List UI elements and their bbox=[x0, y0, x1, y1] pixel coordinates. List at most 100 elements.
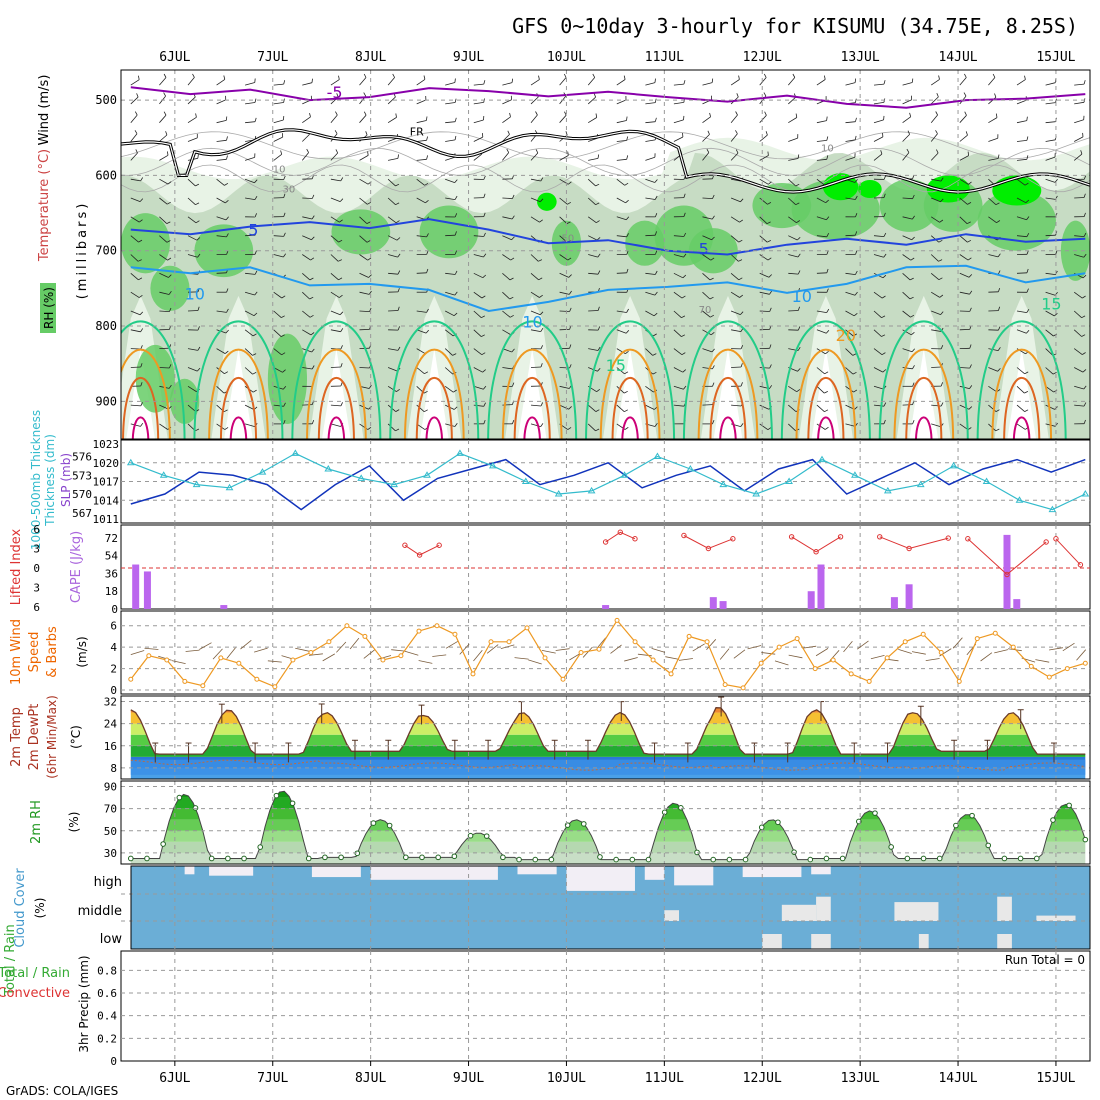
wind-barb-flag bbox=[482, 274, 487, 278]
wind-barb-flag bbox=[623, 390, 628, 394]
wind-barb-10m bbox=[486, 644, 499, 654]
wind-barb-flag bbox=[683, 193, 686, 198]
wind-barb bbox=[930, 114, 938, 123]
wind-barb bbox=[873, 367, 884, 373]
wind-barb-flag bbox=[883, 175, 886, 180]
wind-barb-flag bbox=[936, 149, 939, 154]
wind-barb bbox=[216, 79, 226, 86]
wind-barb-flag bbox=[363, 111, 367, 116]
wind-barb bbox=[673, 404, 684, 407]
wind-speed-marker bbox=[632, 639, 638, 645]
rh-marker bbox=[791, 849, 797, 855]
lifted-index-line bbox=[791, 536, 841, 553]
wind-barb bbox=[445, 423, 456, 427]
wind-barb-flag bbox=[597, 346, 601, 351]
thickness-marker bbox=[653, 452, 662, 459]
wind-barb-flag bbox=[1083, 385, 1087, 390]
wind-barb-flag bbox=[254, 250, 257, 255]
wind-barb bbox=[616, 99, 627, 105]
wind-barb bbox=[988, 197, 997, 205]
wind-barb bbox=[387, 96, 396, 105]
wind-barb-flag bbox=[769, 307, 772, 312]
wind-tick-label: 4 bbox=[110, 641, 117, 654]
wind-barb-flag bbox=[763, 73, 767, 78]
wind-barb-flag bbox=[368, 290, 372, 295]
wind-barb-flag bbox=[766, 221, 771, 225]
wind-barb-flag bbox=[883, 232, 887, 237]
wind-barb-flag bbox=[311, 348, 315, 353]
wind-barb-flag bbox=[395, 409, 400, 412]
rh-title: 2m RH bbox=[29, 800, 44, 844]
wind-barb bbox=[159, 77, 167, 86]
wind-barb bbox=[702, 235, 712, 241]
temperature-contour-30 bbox=[327, 416, 346, 439]
wind-barb-flag bbox=[481, 315, 485, 319]
wind-barb bbox=[759, 178, 769, 185]
wind-barb bbox=[216, 197, 226, 204]
wind-barb-flag bbox=[997, 253, 1001, 258]
wind-barb bbox=[759, 272, 770, 278]
wind-barb-flag bbox=[163, 73, 167, 78]
wind-barb-flag bbox=[654, 270, 658, 275]
rh-marker bbox=[305, 855, 312, 862]
wind-barb-10m bbox=[665, 656, 680, 660]
wind-barb bbox=[845, 367, 854, 375]
wind-barb-flag bbox=[998, 326, 1001, 331]
wind-barb bbox=[330, 310, 341, 316]
wind-barb bbox=[788, 254, 799, 258]
rh-marker bbox=[500, 854, 506, 861]
wind-barb bbox=[330, 178, 341, 182]
wind-barb bbox=[1074, 136, 1084, 142]
wind-barb-flag bbox=[569, 307, 572, 312]
wind-barb bbox=[130, 197, 141, 202]
wind-barb-flag bbox=[483, 175, 486, 180]
wind-barb bbox=[902, 291, 911, 300]
wind-barb bbox=[302, 116, 311, 124]
wind-barb-flag bbox=[968, 274, 973, 278]
wind-barb bbox=[702, 329, 712, 336]
wind-barb-flag bbox=[653, 333, 657, 337]
wind-barb bbox=[616, 235, 627, 238]
wind-barb-flag bbox=[1081, 315, 1086, 319]
wind-barb-10m bbox=[432, 654, 447, 657]
wind-barb-flag bbox=[454, 78, 456, 83]
wind-barb-flag bbox=[281, 352, 286, 356]
wind-barb bbox=[873, 329, 882, 337]
wind-barb bbox=[530, 216, 540, 223]
wind-barb-flag bbox=[511, 236, 515, 240]
wind-barb bbox=[130, 291, 140, 298]
rh-marker bbox=[694, 849, 700, 856]
wind-barb-flag bbox=[339, 294, 343, 298]
thickness-tick-label: 570 bbox=[72, 488, 92, 501]
wind-barb-flag bbox=[506, 148, 510, 153]
wind-barb-flag bbox=[454, 135, 457, 140]
wind-barb bbox=[559, 216, 568, 224]
wind-barb-flag bbox=[512, 419, 515, 424]
rh-dry-core bbox=[322, 348, 351, 439]
lifted-index-line bbox=[404, 544, 440, 556]
wind-speed-marker bbox=[740, 685, 746, 691]
wind-barb bbox=[616, 404, 625, 413]
thickness-marker bbox=[818, 455, 826, 463]
wind-barb-flag bbox=[1026, 116, 1028, 121]
wind-barb bbox=[931, 310, 941, 315]
wind-barb-flag bbox=[969, 385, 973, 389]
wind-barb-flag bbox=[910, 314, 915, 318]
wind-barb-flag bbox=[709, 296, 714, 300]
wind-barb-flag bbox=[1024, 409, 1029, 412]
wind-barb-10m bbox=[788, 654, 803, 659]
wind-barb bbox=[244, 404, 255, 410]
wind-barb bbox=[330, 254, 339, 262]
wind-barb bbox=[759, 235, 768, 243]
wind-tick-label: 0 bbox=[110, 684, 117, 697]
temperature-label: 10 bbox=[185, 285, 205, 304]
rh-saturated-region bbox=[537, 192, 557, 211]
wind-barb-flag bbox=[681, 334, 686, 337]
wind-barb-flag bbox=[454, 291, 458, 296]
wind-barb-flag bbox=[597, 253, 601, 258]
rh-tick-label: 70 bbox=[104, 803, 117, 816]
wind-barb-flag bbox=[423, 75, 426, 80]
wind-barb bbox=[216, 158, 227, 161]
thickness-marker bbox=[159, 471, 168, 478]
wind-barb bbox=[645, 178, 655, 183]
